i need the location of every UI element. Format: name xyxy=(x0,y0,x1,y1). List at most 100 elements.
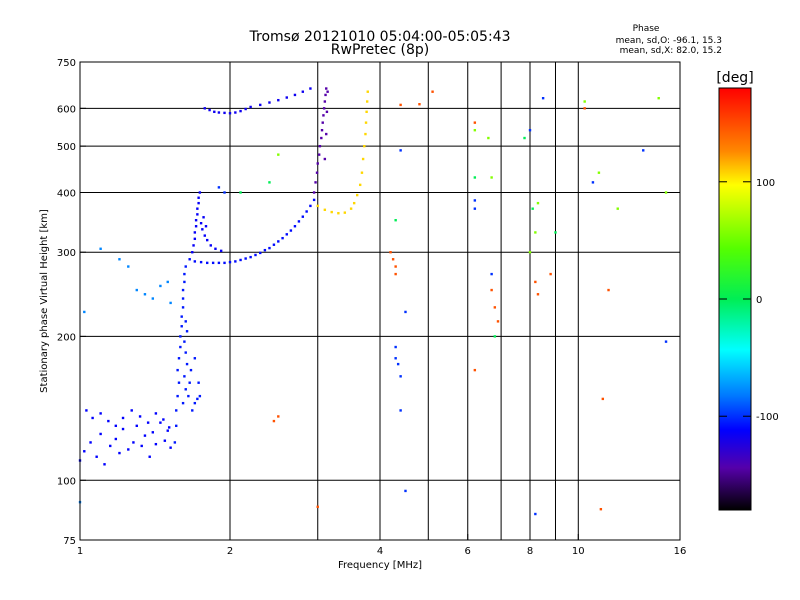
y-ticks: 75 100 200 300 400 500 600 750 xyxy=(57,58,86,547)
echo-point xyxy=(263,248,267,252)
echo-point xyxy=(259,251,262,255)
echo-point xyxy=(99,432,102,436)
echo-point xyxy=(197,201,200,205)
echo-point xyxy=(399,103,402,107)
echo-point xyxy=(202,216,205,219)
echo-point xyxy=(277,153,280,156)
echo-point xyxy=(184,388,187,391)
echo-point xyxy=(234,111,237,114)
echo-point xyxy=(184,320,187,323)
echo-point xyxy=(191,409,194,412)
echo-point xyxy=(343,211,347,214)
echo-point xyxy=(361,157,365,161)
echo-point xyxy=(239,258,242,262)
echo-point xyxy=(536,293,540,296)
x-axis-label: Frequency [MHz] xyxy=(338,560,422,571)
echo-point xyxy=(183,280,186,284)
echo-point xyxy=(289,229,293,232)
echo-point xyxy=(281,236,284,240)
echo-point xyxy=(277,240,280,243)
echo-point xyxy=(135,424,138,428)
echo-point xyxy=(194,219,198,222)
echo-point xyxy=(196,207,199,210)
echo-point xyxy=(360,171,364,174)
echo-point xyxy=(536,201,540,205)
echo-point xyxy=(365,110,368,114)
echo-point xyxy=(209,244,212,247)
echo-point xyxy=(323,157,327,161)
colorbar-label: [deg] xyxy=(716,70,753,86)
echo-point xyxy=(418,103,421,106)
echo-point xyxy=(169,446,172,449)
echo-point xyxy=(487,136,490,140)
echo-point xyxy=(322,107,326,110)
echo-point xyxy=(99,247,102,250)
echo-point xyxy=(151,297,155,300)
echo-point xyxy=(163,439,167,442)
echo-point xyxy=(180,315,183,318)
echo-point xyxy=(541,96,545,100)
echo-point xyxy=(185,362,189,366)
echo-point xyxy=(121,416,125,420)
echo-point xyxy=(99,412,102,415)
data-points xyxy=(78,87,668,516)
echo-point xyxy=(297,220,301,223)
echo-point xyxy=(365,100,369,103)
echo-point xyxy=(204,225,208,228)
echo-point xyxy=(601,397,605,401)
echo-point xyxy=(394,272,397,276)
echo-point xyxy=(272,419,276,423)
echo-point xyxy=(196,213,199,216)
echo-point xyxy=(162,418,165,421)
echo-point xyxy=(320,136,323,140)
echo-point xyxy=(326,90,329,93)
echo-point xyxy=(217,111,221,114)
echo-point xyxy=(176,394,179,398)
x-tick-label: 4 xyxy=(377,546,383,557)
y-tick-label: 400 xyxy=(57,188,76,199)
echo-point xyxy=(399,409,402,412)
phase-stats-title: Phase xyxy=(633,24,660,34)
x-tick-label: 8 xyxy=(527,546,533,557)
echo-point xyxy=(183,272,186,276)
echo-point xyxy=(314,181,317,184)
grid-lines xyxy=(79,62,681,540)
echo-point xyxy=(181,297,185,300)
echo-point xyxy=(473,199,477,202)
echo-point xyxy=(254,253,257,257)
echo-point xyxy=(219,249,223,253)
echo-point xyxy=(118,258,121,261)
echo-point xyxy=(364,132,367,136)
echo-point xyxy=(583,107,586,110)
x-tick-label: 1 xyxy=(77,546,83,557)
echo-point xyxy=(473,121,477,124)
echo-point xyxy=(315,171,319,174)
echo-point xyxy=(173,441,177,444)
chart-subtitle: RwPretec (8p) xyxy=(331,42,429,58)
echo-point xyxy=(394,357,397,360)
echo-point xyxy=(217,261,221,265)
echo-point xyxy=(167,426,171,429)
echo-point xyxy=(554,231,557,234)
x-tick-label: 2 xyxy=(227,546,233,557)
echo-point xyxy=(214,247,217,250)
echo-point xyxy=(493,306,497,309)
echo-point xyxy=(208,108,211,112)
x-tick-label: 6 xyxy=(465,546,471,557)
echo-point xyxy=(323,100,327,103)
echo-point xyxy=(305,210,308,213)
echo-point xyxy=(316,204,319,208)
chart-title: Tromsø 20121010 05:04:00-05:05:43 xyxy=(249,29,511,45)
echo-point xyxy=(349,207,353,210)
echo-point xyxy=(249,105,252,109)
echo-point xyxy=(322,114,325,117)
echo-point xyxy=(135,288,138,292)
phase-stats-x: mean, sd,X: 82.0, 15.2 xyxy=(620,46,722,56)
echo-point xyxy=(268,181,271,184)
echo-point xyxy=(234,260,237,263)
echo-point xyxy=(83,310,86,314)
echo-point xyxy=(239,191,242,194)
echo-point xyxy=(151,431,155,434)
y-axis-label: Stationary phase Virtual Height [km] xyxy=(39,209,50,393)
echo-point xyxy=(259,103,262,107)
